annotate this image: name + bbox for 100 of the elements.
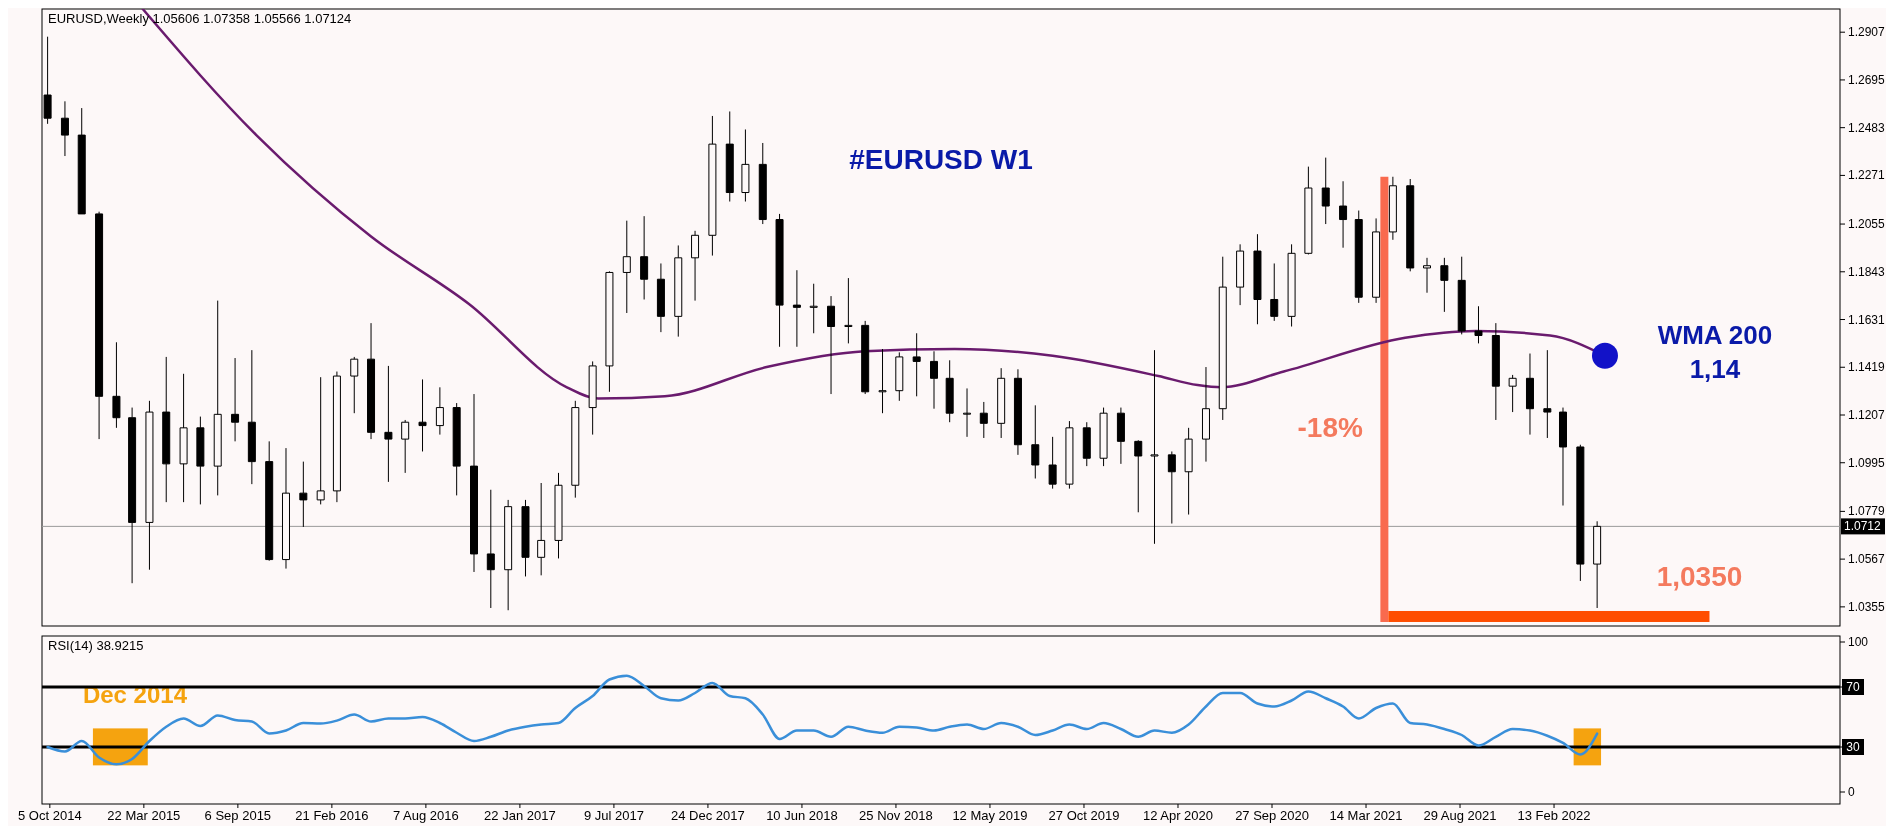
candlestick: [963, 387, 972, 438]
x-tick-label: 22 Mar 2015: [107, 808, 181, 823]
candlestick: [1508, 374, 1517, 413]
candlestick: [1339, 180, 1348, 249]
candlestick: [112, 341, 121, 429]
candlestick: [504, 499, 513, 611]
candlestick: [1321, 157, 1330, 225]
candlestick: [741, 128, 750, 203]
candlestick: [1099, 407, 1108, 467]
candlestick: [945, 359, 954, 423]
candlestick: [979, 401, 988, 439]
candlestick: [1134, 439, 1143, 513]
candlestick: [401, 419, 410, 474]
candlestick: [554, 472, 563, 559]
candlestick: [1354, 210, 1363, 304]
annotation: 1,14: [1689, 353, 1741, 384]
x-tick-label: 10 Jun 2018: [766, 808, 838, 823]
candlestick: [605, 270, 614, 393]
candlestick: [809, 283, 818, 334]
candlestick: [1218, 256, 1227, 421]
x-tick-label: 14 Mar 2021: [1329, 808, 1403, 823]
x-tick-label: 25 Nov 2018: [859, 808, 933, 823]
candlestick: [1406, 178, 1415, 272]
candlestick: [1543, 349, 1552, 439]
y-tick-label: 1.1843: [1848, 264, 1886, 279]
x-tick-label: 21 Feb 2016: [295, 808, 369, 823]
candlestick: [521, 499, 530, 577]
candlestick: [1474, 305, 1483, 344]
candlestick: [1576, 444, 1585, 582]
candlestick: [1013, 368, 1022, 456]
y-tick-label: 1.0779: [1848, 504, 1886, 519]
candlestick: [930, 350, 938, 410]
candlestick: [145, 400, 154, 571]
candlestick: [332, 371, 341, 503]
candlestick: [1525, 353, 1534, 436]
candlestick: [912, 332, 921, 397]
candlestick: [1270, 262, 1279, 322]
x-tick-label: 12 May 2019: [952, 808, 1028, 823]
candlestick: [95, 211, 104, 440]
candlestick: [1457, 256, 1466, 335]
candlestick: [1082, 421, 1091, 467]
candlestick: [247, 349, 256, 485]
candlestick: [691, 230, 700, 302]
candlestick: [1304, 166, 1313, 255]
annotation: WMA 200: [1657, 319, 1773, 350]
annotation: #EURUSD W1: [849, 144, 1033, 175]
candlestick: [1372, 217, 1381, 304]
y-tick-label: 30: [1846, 740, 1860, 754]
y-tick-label: 1.0355: [1848, 599, 1886, 614]
candlestick: [128, 407, 137, 584]
candlestick: [231, 357, 240, 442]
y-tick-label: 100: [1848, 635, 1869, 649]
candlestick: [281, 447, 290, 570]
candlestick: [470, 393, 479, 573]
candlestick: [708, 115, 717, 257]
candlestick: [997, 367, 1006, 439]
candlestick: [827, 295, 836, 395]
candlestick: [1593, 520, 1602, 609]
candlestick: [435, 386, 444, 436]
candlestick: [622, 220, 631, 314]
y-tick-label: 1.2483: [1848, 120, 1886, 135]
candlestick: [1150, 349, 1159, 545]
candlestick: [486, 489, 495, 609]
candlestick: [452, 402, 461, 496]
x-tick-label: 24 Dec 2017: [671, 808, 745, 823]
candlestick: [1287, 243, 1296, 328]
annotation: -18%: [1297, 412, 1363, 444]
x-tick-label: 6 Sep 2015: [204, 808, 272, 823]
candlestick: [1065, 420, 1074, 490]
candlestick: [725, 110, 734, 203]
candlestick: [1491, 322, 1500, 421]
x-tick-label: 5 Oct 2014: [18, 808, 82, 823]
candlestick: [1423, 257, 1432, 294]
candlestick: [1184, 427, 1193, 516]
y-tick-label: 1.1419: [1848, 360, 1886, 375]
candlestick: [1559, 407, 1567, 507]
candlestick: [1388, 176, 1397, 241]
candlestick: [1048, 436, 1057, 490]
y-tick-label: 1.2055: [1848, 217, 1886, 232]
y-tick-label: 1.0567: [1848, 552, 1886, 567]
candlestick: [384, 365, 393, 483]
candlestick: [656, 262, 665, 333]
candlestick: [196, 416, 205, 505]
y-tick-label: 0: [1848, 785, 1855, 799]
candlestick: [895, 351, 904, 402]
annotation: 1,0350: [1656, 560, 1743, 592]
candlestick: [775, 213, 784, 348]
candlestick: [571, 400, 580, 499]
candlestick: [1440, 257, 1449, 313]
candlestick: [1253, 233, 1262, 325]
y-tick-label: 1.1207: [1848, 408, 1886, 422]
candlestick: [265, 440, 274, 562]
x-tick-label: 13 Feb 2022: [1517, 808, 1591, 823]
candlestick: [1116, 407, 1125, 465]
ref-line-label: 1.0712: [1844, 519, 1882, 534]
chart-title: RSI(14) 38.9215: [48, 638, 144, 653]
candlestick: [792, 269, 801, 348]
y-tick-label: 1.1631: [1848, 312, 1886, 327]
candlestick: [844, 277, 853, 344]
candlestick: [350, 356, 359, 414]
